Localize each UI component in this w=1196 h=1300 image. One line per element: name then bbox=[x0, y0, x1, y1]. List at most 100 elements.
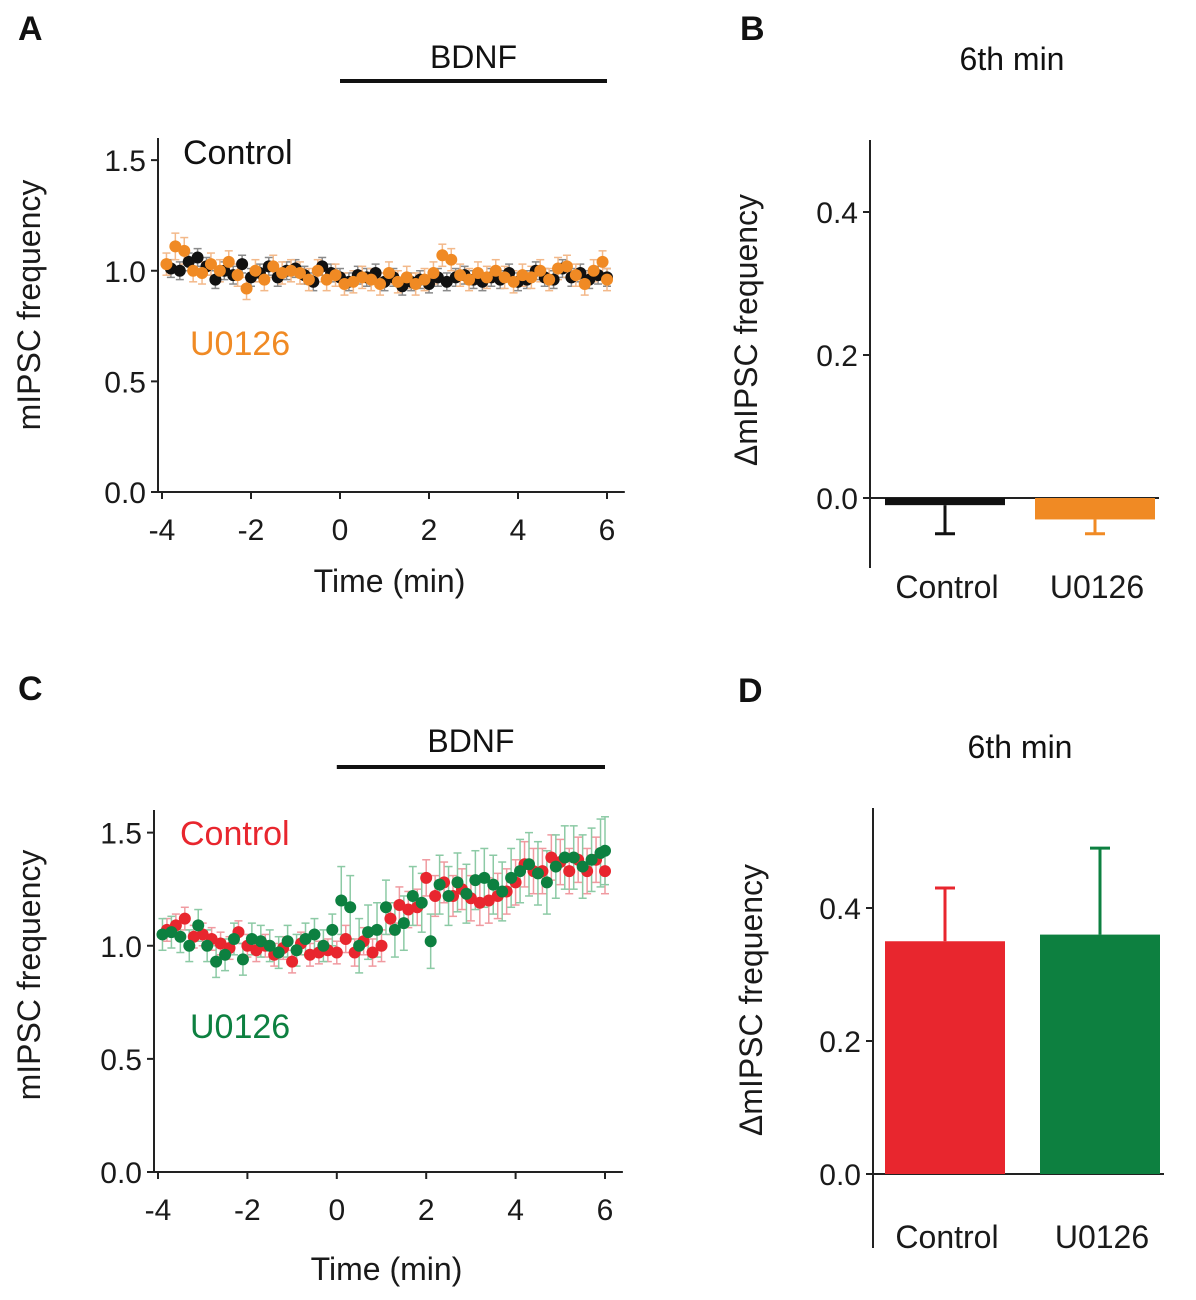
panel-c-point-u0126 bbox=[174, 930, 187, 943]
panel-a-point-u0126 bbox=[543, 273, 556, 286]
panel-a-y-tick-label: 1.5 bbox=[104, 145, 146, 178]
panel-a-point-u0126 bbox=[160, 258, 173, 271]
panel-b-y-tick-label: 0.2 bbox=[816, 340, 858, 373]
panel-a-point-u0126 bbox=[267, 260, 280, 273]
panel-a-x-tick-label: -2 bbox=[238, 514, 265, 547]
panel-c-point-u0126 bbox=[290, 944, 303, 957]
panel-c-point-control bbox=[563, 865, 576, 878]
panel-c-point-u0126 bbox=[567, 851, 580, 864]
panel-a-point-u0126 bbox=[454, 269, 467, 282]
panel-c-point-u0126 bbox=[406, 889, 419, 902]
panel-a-point-u0126 bbox=[427, 266, 440, 279]
panel-c-point-control bbox=[375, 939, 388, 952]
panel-c-point-u0126 bbox=[371, 923, 384, 936]
panel-a-point-u0126 bbox=[596, 255, 609, 268]
panel-a-point-u0126 bbox=[560, 260, 573, 273]
panel-a-y-tick-label: 0.0 bbox=[104, 477, 146, 510]
panel-d-axes: 0.0 0.2 0.4 ΔmIPSC frequency bbox=[733, 808, 1164, 1248]
panel-a-point-u0126 bbox=[489, 264, 502, 277]
panel-b-bars: Control U0126 bbox=[885, 498, 1155, 605]
panel-a-point-u0126 bbox=[601, 273, 613, 286]
panel-c-y-tick-label: 1.5 bbox=[100, 818, 142, 851]
panel-a-point-u0126 bbox=[320, 273, 333, 286]
panel-c-x-axis-label: Time (min) bbox=[311, 1251, 463, 1287]
panel-c-x-tick-label: -4 bbox=[145, 1194, 172, 1227]
panel-c-point-u0126 bbox=[549, 860, 562, 873]
panel-a-legend-u0126: U0126 bbox=[190, 325, 290, 363]
panel-c-point-control bbox=[250, 944, 263, 957]
panel-a-point-u0126 bbox=[293, 266, 306, 279]
panel-c-x-tick-label: 0 bbox=[328, 1194, 345, 1227]
panel-a-point-control bbox=[182, 255, 195, 268]
panel-c-point-control bbox=[429, 889, 442, 902]
panel-a-point-u0126 bbox=[480, 271, 493, 284]
panel-c-point-u0126 bbox=[514, 865, 527, 878]
panel-d-bar-control bbox=[885, 941, 1005, 1174]
panel-a-point-u0126 bbox=[382, 266, 395, 279]
panel-c: C BDNF 0.0 0.5 1.0 1.5 -4 -2 0 2 4 6 Time (min) mIP… bbox=[11, 670, 623, 1287]
panel-a-point-u0126 bbox=[347, 275, 360, 288]
panel-c-point-u0126 bbox=[299, 932, 312, 945]
panel-a-point-u0126 bbox=[169, 240, 182, 253]
panel-b-category-label-u0126: U0126 bbox=[1050, 569, 1144, 605]
panel-c-letter: C bbox=[18, 670, 43, 708]
panel-c-point-u0126 bbox=[415, 896, 428, 909]
panel-c-y-tick-label: 0.0 bbox=[100, 1157, 142, 1190]
panel-c-point-u0126 bbox=[523, 858, 536, 871]
panel-c-point-control bbox=[330, 946, 343, 959]
panel-c-y-tick-label: 1.0 bbox=[100, 931, 142, 964]
panel-c-point-control bbox=[366, 946, 379, 959]
panel-a: A BDNF 0.0 0.5 1.0 1.5 -4 -2 0 2 4 6 Time (min) mIP… bbox=[11, 10, 625, 599]
panel-d-y-axis-label: ΔmIPSC frequency bbox=[733, 864, 769, 1136]
panel-d-bar-u0126 bbox=[1040, 934, 1160, 1174]
panel-c-point-u0126 bbox=[433, 878, 446, 891]
panel-a-x-tick-label: 6 bbox=[599, 514, 616, 547]
panel-c-point-control bbox=[545, 851, 558, 864]
panel-c-legend-control: Control bbox=[180, 815, 290, 853]
panel-d-category-label-control: Control bbox=[895, 1219, 998, 1255]
panel-a-point-u0126 bbox=[525, 271, 538, 284]
panel-a-y-tick-label: 0.5 bbox=[104, 366, 146, 399]
panel-a-point-control bbox=[173, 264, 186, 277]
panel-b-category-label-control: Control bbox=[895, 569, 998, 605]
panel-c-points bbox=[156, 844, 611, 968]
panel-a-point-u0126 bbox=[418, 273, 431, 286]
panel-a-point-u0126 bbox=[463, 273, 476, 286]
panel-c-point-u0126 bbox=[263, 939, 276, 952]
panel-c-point-u0126 bbox=[505, 871, 518, 884]
panel-c-point-u0126 bbox=[308, 928, 321, 941]
panel-a-point-u0126 bbox=[587, 264, 600, 277]
panel-a-point-u0126 bbox=[240, 282, 253, 295]
panel-b-axes: 0.0 0.2 0.4 ΔmIPSC frequency bbox=[728, 140, 1159, 568]
panel-b-bar-control bbox=[885, 498, 1005, 506]
panel-c-point-u0126 bbox=[487, 878, 500, 891]
panel-a-point-u0126 bbox=[409, 278, 422, 291]
panel-c-point-u0126 bbox=[165, 926, 178, 939]
panel-c-legend-u0126: U0126 bbox=[190, 1008, 290, 1046]
panel-c-point-u0126 bbox=[397, 917, 410, 930]
panel-a-x-tick-label: -4 bbox=[149, 514, 176, 547]
panel-d-category-label-u0126: U0126 bbox=[1055, 1219, 1149, 1255]
panel-c-point-u0126 bbox=[210, 955, 223, 968]
panel-c-point-control bbox=[339, 932, 352, 945]
panel-a-letter: A bbox=[18, 10, 43, 48]
panel-c-point-u0126 bbox=[478, 871, 491, 884]
panel-c-point-u0126 bbox=[254, 935, 267, 948]
panel-b-y-tick-label: 0.0 bbox=[816, 483, 858, 516]
panel-c-point-u0126 bbox=[281, 935, 294, 948]
panel-a-point-u0126 bbox=[391, 275, 404, 288]
panel-d-letter: D bbox=[738, 672, 763, 710]
panel-c-point-control bbox=[599, 865, 611, 878]
panel-c-point-control bbox=[178, 912, 191, 925]
panel-d-y-tick-label: 0.4 bbox=[819, 893, 861, 926]
panel-c-point-u0126 bbox=[424, 935, 437, 948]
panel-c-point-u0126 bbox=[236, 953, 249, 966]
panel-a-point-u0126 bbox=[569, 269, 582, 282]
panel-c-point-control bbox=[393, 899, 406, 912]
panel-a-point-u0126 bbox=[374, 278, 387, 291]
panel-c-bdnf-annotation: BDNF bbox=[336, 723, 605, 769]
panel-a-point-u0126 bbox=[445, 253, 458, 266]
panel-c-x-tick-label: 6 bbox=[597, 1194, 614, 1227]
panel-a-point-u0126 bbox=[249, 264, 262, 277]
panel-a-point-u0126 bbox=[365, 273, 378, 286]
